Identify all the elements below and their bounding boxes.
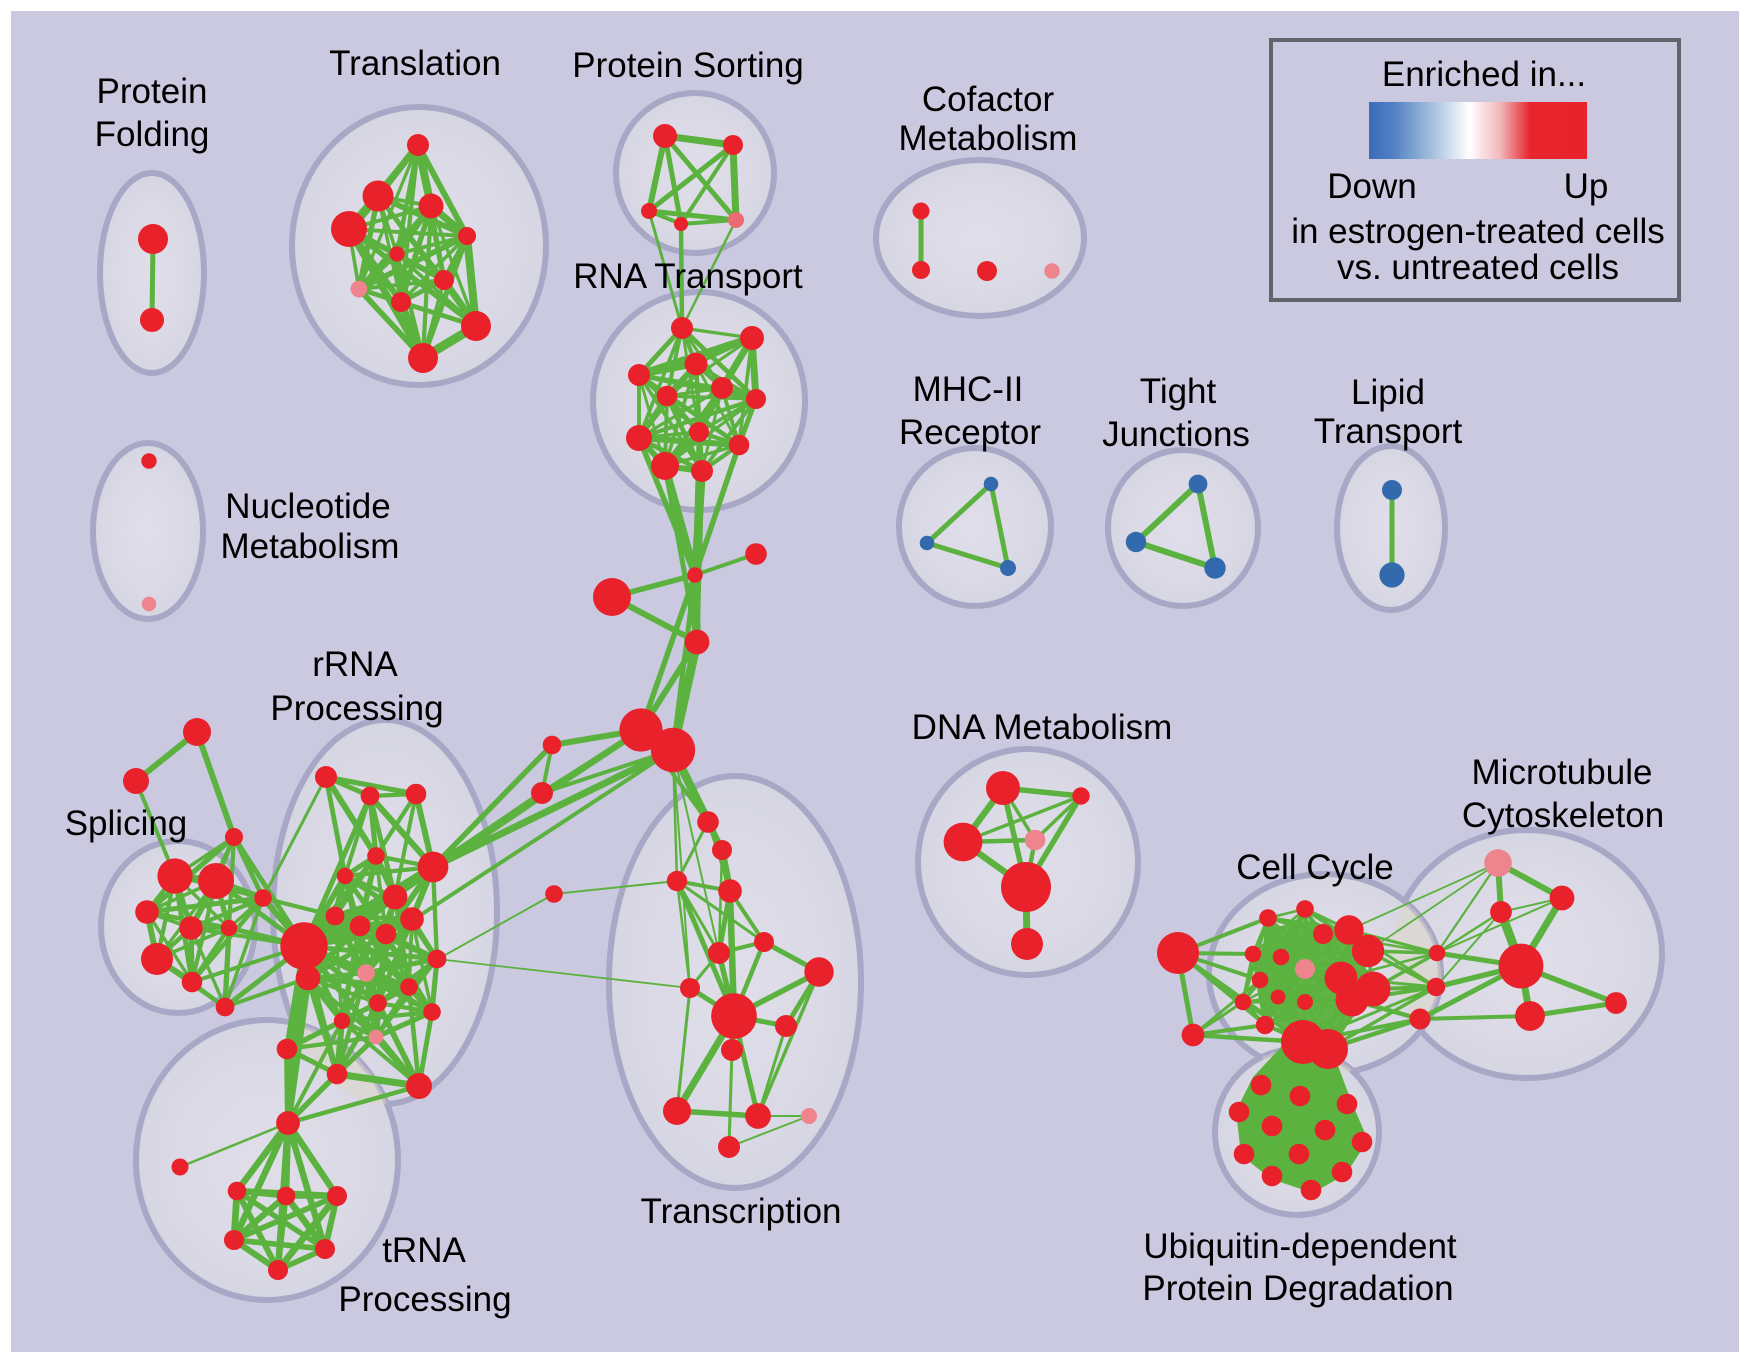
svg-text:Translation: Translation [329,44,501,83]
svg-text:Transcription: Transcription [641,1192,842,1231]
svg-text:Up: Up [1564,167,1609,206]
svg-text:Cofactor: Cofactor [922,80,1055,119]
svg-text:in estrogen-treated cells: in estrogen-treated cells [1291,212,1665,251]
svg-text:Lipid: Lipid [1351,373,1425,412]
svg-text:RNA Transport: RNA Transport [573,257,803,296]
svg-text:Metabolism: Metabolism [221,527,400,566]
svg-text:Down: Down [1327,167,1416,206]
svg-text:Protein: Protein [97,72,208,111]
svg-text:Microtubule: Microtubule [1472,753,1653,792]
svg-text:MHC-II: MHC-II [913,370,1024,409]
svg-text:Cell Cycle: Cell Cycle [1236,848,1394,887]
svg-text:Transport: Transport [1314,412,1463,451]
svg-text:DNA Metabolism: DNA Metabolism [912,708,1173,747]
svg-text:vs. untreated cells: vs. untreated cells [1337,248,1619,287]
svg-text:Protein Sorting: Protein Sorting [572,46,804,85]
svg-text:Ubiquitin-dependent: Ubiquitin-dependent [1143,1227,1457,1266]
svg-text:Folding: Folding [95,115,210,154]
svg-text:Cytoskeleton: Cytoskeleton [1462,796,1664,835]
svg-text:Metabolism: Metabolism [899,119,1078,158]
svg-text:rRNA: rRNA [312,645,398,684]
svg-text:Processing: Processing [270,689,443,728]
svg-text:tRNA: tRNA [382,1231,466,1270]
svg-text:Tight: Tight [1140,372,1217,411]
svg-text:Processing: Processing [338,1280,511,1319]
svg-text:Splicing: Splicing [65,804,188,843]
svg-text:Junctions: Junctions [1102,415,1250,454]
svg-text:Nucleotide: Nucleotide [225,487,390,526]
svg-text:Protein Degradation: Protein Degradation [1142,1269,1453,1308]
svg-text:Enriched in...: Enriched in... [1382,55,1586,94]
svg-text:Receptor: Receptor [899,413,1041,452]
